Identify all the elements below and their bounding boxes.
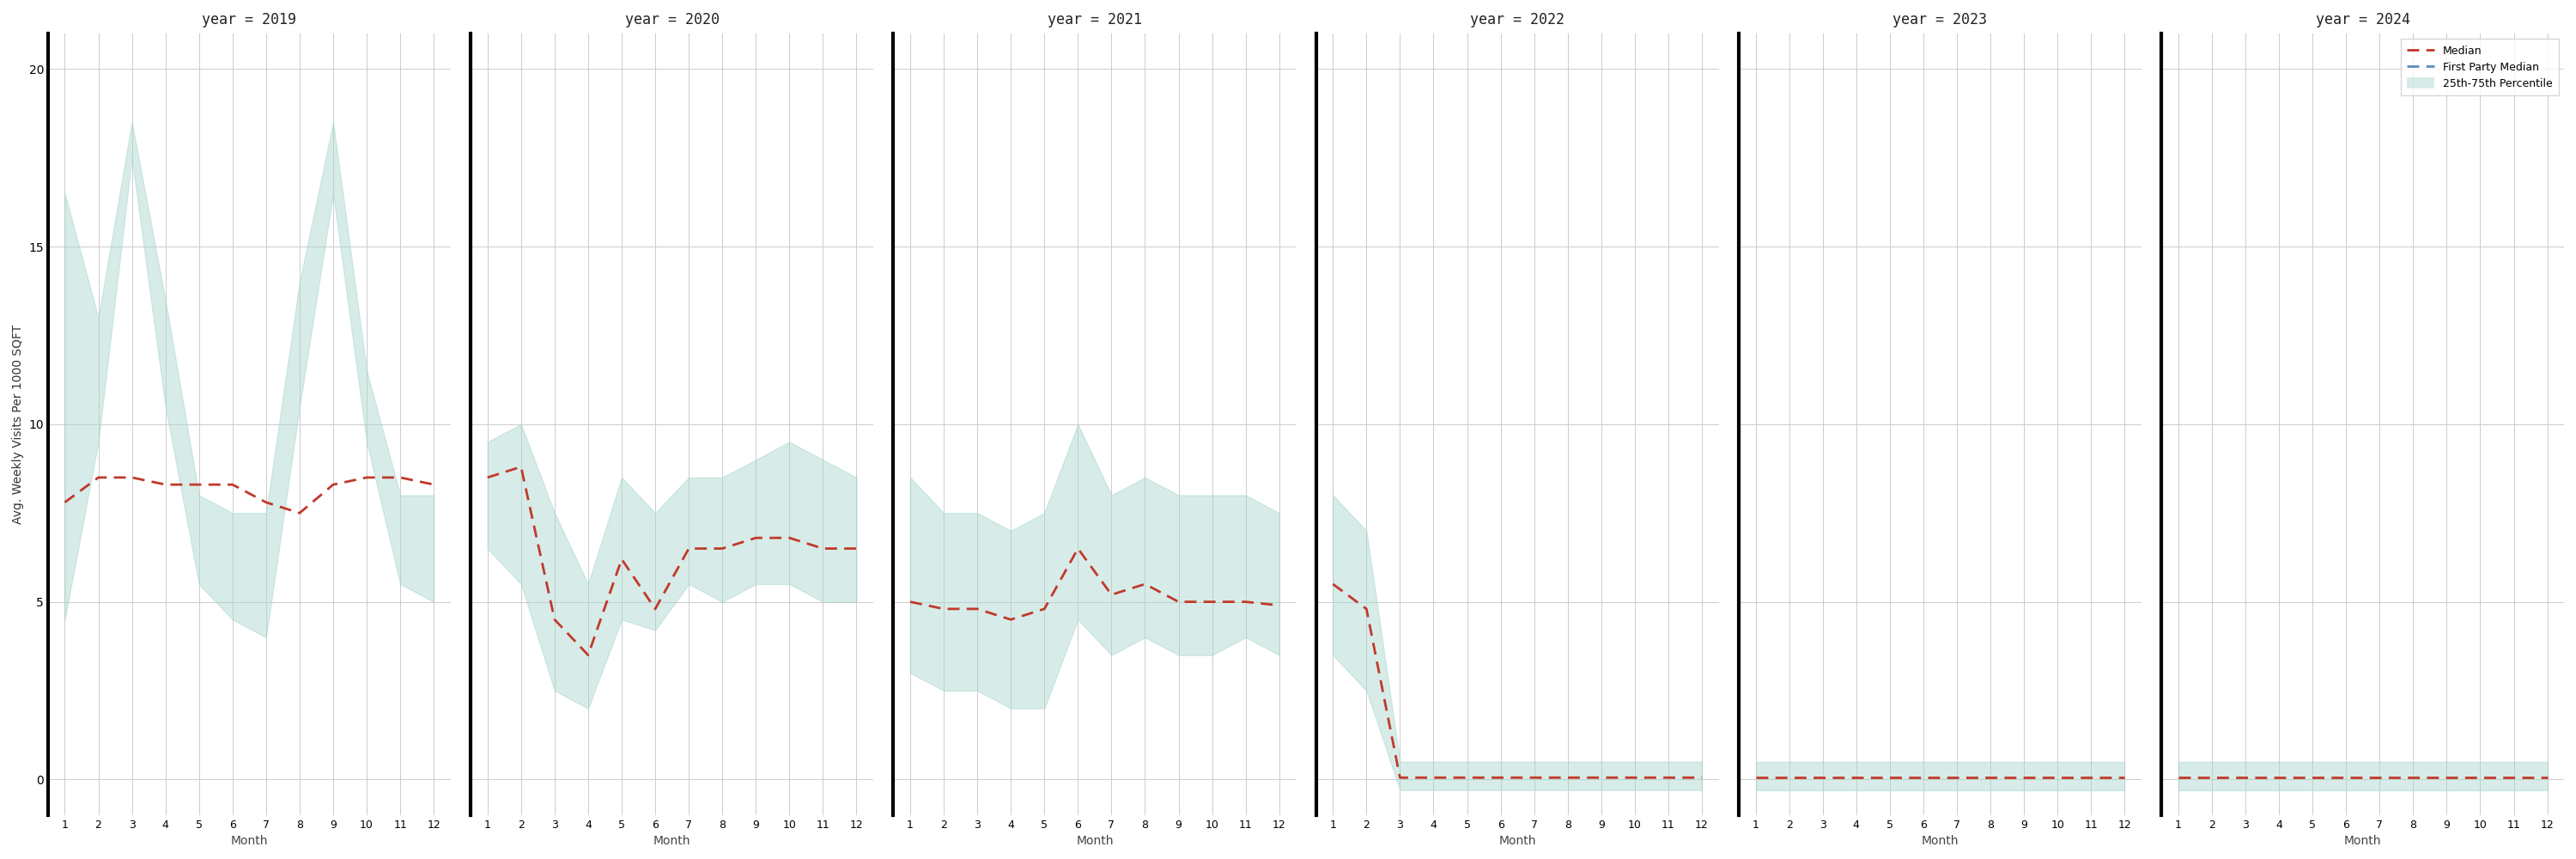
Title: year = 2019: year = 2019 [201,12,296,27]
X-axis label: Month: Month [2344,835,2380,847]
Median [49,497,80,508]
Median [1231,597,1262,607]
Median [1654,772,1685,783]
Median [2331,772,2362,783]
Median [350,472,381,483]
Median [739,533,770,543]
Median [183,479,214,490]
Median [1875,772,1906,783]
Title: year = 2023: year = 2023 [1893,12,1986,27]
Median [2197,772,2228,783]
Median [1028,604,1059,614]
Title: year = 2024: year = 2024 [2316,12,2411,27]
Median [1741,772,1772,783]
Median [283,508,314,518]
Median [149,479,180,490]
Y-axis label: Avg. Weekly Visits Per 1000 SQFT: Avg. Weekly Visits Per 1000 SQFT [13,325,23,524]
Median [1553,772,1584,783]
Median [1486,772,1517,783]
Median [1128,579,1159,589]
Median [2298,772,2329,783]
Median [806,544,837,554]
Median [538,614,569,624]
Median [894,597,925,607]
Median [471,472,502,483]
Median [1775,772,1806,783]
Median [927,604,958,614]
Median [82,472,113,483]
Median [840,544,871,554]
Median [250,497,281,508]
Median [2009,772,2040,783]
Median [2365,772,2396,783]
Median [572,650,603,661]
Median [1453,772,1484,783]
Median [1164,597,1195,607]
X-axis label: Month: Month [1499,835,1535,847]
Median [1808,772,1839,783]
Median [2398,772,2429,783]
Median [1620,772,1651,783]
Median [1587,772,1618,783]
Median [2076,772,2107,783]
X-axis label: Month: Month [654,835,690,847]
Median [706,544,737,554]
Median [2231,772,2262,783]
Line: Median: Median [909,549,1280,619]
Median [994,614,1025,624]
Median [961,604,992,614]
Median [1417,772,1448,783]
Line: Median: Median [487,466,855,655]
Median [216,479,247,490]
Median [505,461,536,472]
X-axis label: Month: Month [1077,835,1113,847]
Median [1316,579,1347,589]
Median [773,533,804,543]
Median [1909,772,1940,783]
Title: year = 2022: year = 2022 [1471,12,1564,27]
Line: Median: Median [64,478,433,513]
Median [2110,772,2141,783]
Median [1976,772,2007,783]
Median [1942,772,1973,783]
Median [317,479,348,490]
Median [384,472,415,483]
Median [2532,772,2563,783]
Median [639,604,670,614]
Median [1842,772,1873,783]
Line: Median: Median [1332,584,1703,777]
Median [1061,544,1092,554]
Median [1687,772,1718,783]
Median [2432,772,2463,783]
Median [417,479,448,490]
Median [1383,772,1414,783]
Median [1265,600,1296,611]
Median [2164,772,2195,783]
Median [2043,772,2074,783]
Median [1198,597,1229,607]
Median [2465,772,2496,783]
Median [116,472,147,483]
Median [2499,772,2530,783]
Median [1095,589,1126,600]
Legend: Median, First Party Median, 25th-75th Percentile: Median, First Party Median, 25th-75th Pe… [2401,39,2558,95]
Title: year = 2021: year = 2021 [1048,12,1141,27]
Median [2264,772,2295,783]
Median [1350,604,1381,614]
Median [605,554,636,564]
X-axis label: Month: Month [232,835,268,847]
Title: year = 2020: year = 2020 [626,12,719,27]
X-axis label: Month: Month [1922,835,1958,847]
Median [672,544,703,554]
Median [1520,772,1551,783]
